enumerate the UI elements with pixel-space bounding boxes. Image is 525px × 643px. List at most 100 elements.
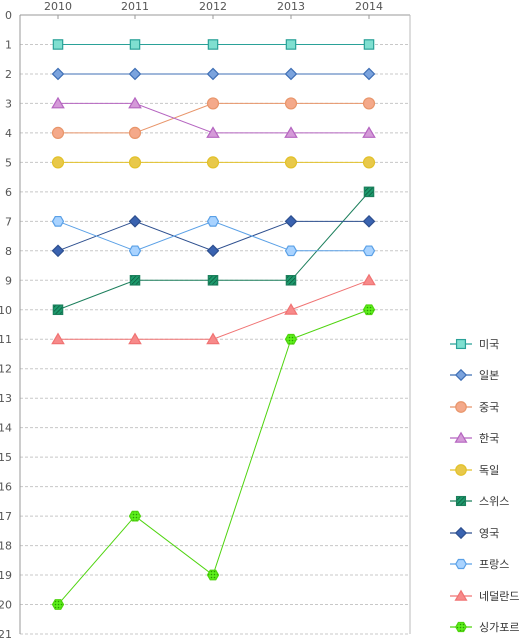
data-point: [207, 127, 219, 137]
data-point: [364, 305, 375, 315]
data-point: [286, 216, 297, 227]
y-tick-label: 18: [0, 540, 12, 553]
data-point: [52, 98, 64, 108]
y-tick-label: 21: [0, 628, 12, 639]
data-point: [286, 68, 297, 79]
data-point: [208, 245, 219, 256]
legend-marker: [456, 370, 466, 380]
y-tick-label: 12: [0, 363, 12, 376]
y-tick-label: 9: [5, 274, 12, 287]
y-tick-label: 17: [0, 510, 12, 523]
x-tick-label: 2012: [199, 0, 227, 13]
data-point: [130, 511, 141, 521]
data-point: [53, 68, 64, 79]
y-tick-label: 0: [5, 9, 12, 22]
legend-label: 미국: [479, 336, 499, 352]
y-tick-label: 19: [0, 569, 12, 582]
series-group: [53, 68, 375, 79]
legend-swatch: [450, 620, 472, 634]
data-point: [285, 127, 297, 137]
data-point: [364, 98, 375, 109]
x-tick-label: 2014: [355, 0, 383, 13]
y-tick-label: 20: [0, 599, 12, 612]
legend-swatch: [450, 400, 472, 414]
y-tick-label: 16: [0, 481, 12, 494]
y-tick-label: 7: [5, 215, 12, 228]
legend-label: 싱가포르: [479, 619, 519, 635]
legend-swatch: [450, 368, 472, 382]
data-point: [130, 68, 141, 79]
legend-marker: [457, 497, 466, 506]
y-tick-label: 1: [5, 38, 12, 51]
data-point: [130, 216, 141, 227]
data-point: [130, 246, 141, 256]
data-point: [207, 334, 219, 344]
data-point: [286, 157, 297, 168]
series-group: [53, 40, 373, 49]
legend-label: 네덜란드: [479, 588, 519, 604]
data-point: [364, 40, 373, 49]
y-tick-label: 11: [0, 333, 12, 346]
data-point: [363, 275, 375, 285]
y-tick-label: 14: [0, 422, 12, 435]
legend-label: 독일: [479, 462, 499, 478]
legend-label: 일본: [479, 367, 499, 383]
y-tick-label: 3: [5, 97, 12, 110]
data-point: [286, 334, 297, 344]
legend-marker: [456, 402, 466, 412]
x-tick-label: 2010: [44, 0, 72, 13]
legend-item: 스위스: [450, 486, 522, 518]
data-point: [129, 334, 141, 344]
legend-marker: [456, 528, 466, 538]
data-point: [208, 570, 219, 580]
plot-area: [52, 40, 375, 609]
y-tick-label: 6: [5, 186, 12, 199]
data-point: [208, 98, 219, 109]
legend-label: 영국: [479, 525, 499, 541]
legend-label: 한국: [479, 430, 499, 446]
data-point: [53, 217, 64, 227]
legend-item: 한국: [450, 423, 522, 455]
data-point: [286, 246, 297, 256]
y-tick-label: 2: [5, 68, 12, 81]
data-point: [208, 276, 217, 285]
data-point: [208, 157, 219, 168]
legend-item: 프랑스: [450, 549, 522, 581]
legend-swatch: [450, 463, 472, 477]
legend-item: 일본: [450, 360, 522, 392]
data-point: [52, 334, 64, 344]
legend-swatch: [450, 494, 472, 508]
legend-swatch: [450, 337, 472, 351]
legend-swatch: [450, 557, 472, 571]
data-point: [364, 187, 373, 196]
legend-marker: [457, 339, 466, 348]
y-tick-label: 10: [0, 304, 12, 317]
legend-marker: [456, 560, 466, 569]
legend-label: 중국: [479, 399, 499, 415]
data-point: [208, 40, 217, 49]
data-point: [53, 245, 64, 256]
data-point: [208, 68, 219, 79]
data-point: [286, 276, 295, 285]
data-point: [286, 98, 297, 109]
data-point: [364, 68, 375, 79]
legend-item: 중국: [450, 391, 522, 423]
data-point: [285, 304, 297, 314]
legend-swatch: [450, 526, 472, 540]
legend-marker: [456, 465, 466, 475]
x-tick-label: 2011: [121, 0, 149, 13]
y-tick-label: 8: [5, 245, 12, 258]
data-point: [208, 217, 219, 227]
data-point: [364, 157, 375, 168]
x-tick-label: 2013: [277, 0, 305, 13]
legend-swatch: [450, 431, 472, 445]
data-point: [129, 98, 141, 108]
data-point: [130, 127, 141, 138]
series-group: [53, 157, 375, 168]
data-point: [364, 246, 375, 256]
data-point: [53, 127, 64, 138]
data-point: [130, 40, 139, 49]
